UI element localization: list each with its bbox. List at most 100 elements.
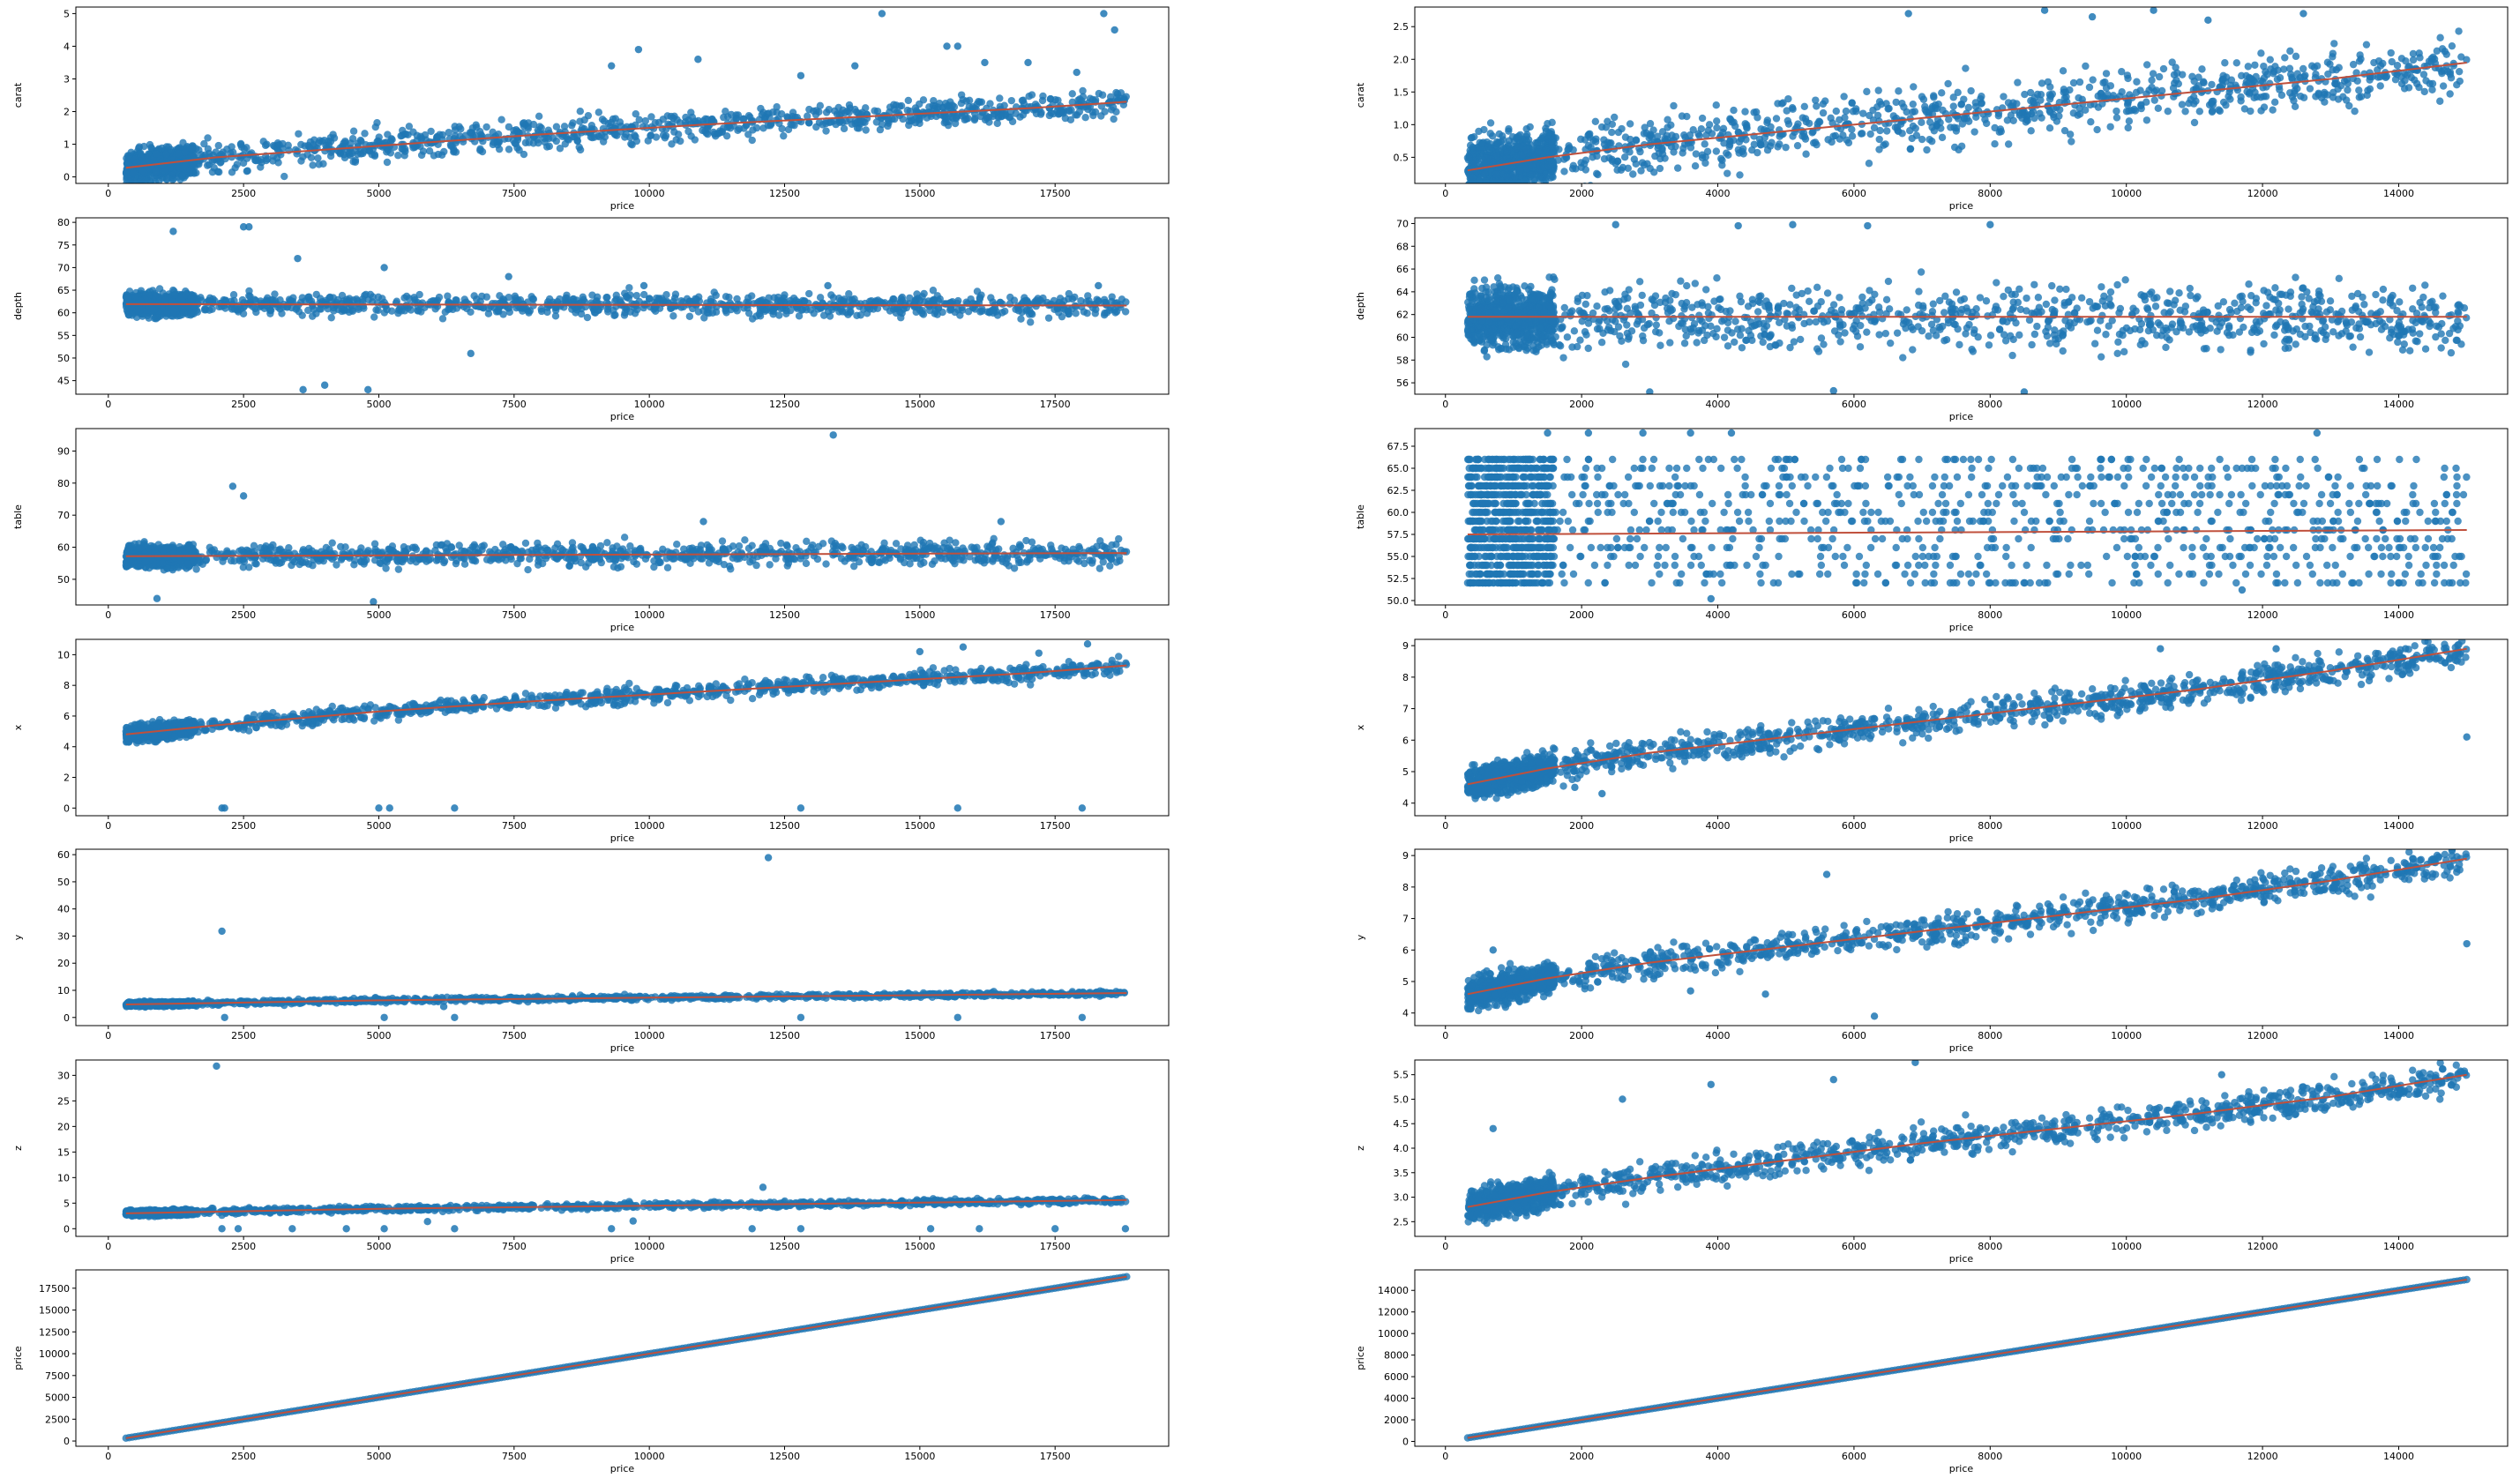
data-point <box>651 307 660 316</box>
data-point <box>1017 315 1025 323</box>
fit-line <box>125 101 1127 169</box>
data-point <box>2312 71 2320 78</box>
data-point <box>2403 71 2412 79</box>
data-point <box>576 108 584 116</box>
data-point <box>644 137 652 145</box>
data-point <box>138 175 146 183</box>
data-point <box>2069 78 2078 87</box>
data-point <box>1761 133 1768 142</box>
data-point <box>2391 76 2400 84</box>
data-point <box>2362 41 2371 49</box>
data-point <box>2093 125 2101 134</box>
data-point <box>1469 187 1477 194</box>
data-point <box>544 126 552 134</box>
data-point <box>204 134 212 142</box>
data-point <box>826 312 834 320</box>
data-point <box>2215 106 2223 114</box>
data-point <box>2270 98 2279 107</box>
data-point <box>925 103 933 111</box>
data-point <box>399 126 407 135</box>
data-point <box>782 310 790 317</box>
data-point <box>1530 190 1537 198</box>
data-point <box>2225 93 2232 101</box>
data-point <box>563 291 571 299</box>
data-point <box>1111 309 1119 317</box>
data-point <box>1763 146 1772 154</box>
data-point <box>2411 76 2419 84</box>
data-point <box>227 297 236 305</box>
data-point <box>1591 138 1600 146</box>
data-point <box>178 172 186 180</box>
data-point <box>1038 96 1047 105</box>
data-point <box>632 121 639 130</box>
data-point <box>575 143 583 152</box>
data-point <box>590 133 599 141</box>
data-point <box>2024 111 2032 119</box>
data-point <box>2046 108 2054 116</box>
data-point <box>1720 139 1728 147</box>
data-point <box>340 139 348 147</box>
outlier-point <box>1110 26 1118 34</box>
data-point <box>951 119 960 128</box>
scatter-points <box>1463 7 2471 202</box>
data-point <box>215 168 223 176</box>
data-point <box>262 156 270 165</box>
data-point <box>1020 100 1028 108</box>
data-point <box>958 306 967 314</box>
data-point <box>200 139 208 148</box>
data-point <box>909 116 918 123</box>
data-point <box>1525 191 1532 198</box>
data-point <box>520 150 528 159</box>
x-tick-label: 5000 <box>366 188 391 199</box>
data-point <box>1031 298 1039 306</box>
data-point <box>2112 107 2120 116</box>
data-point <box>321 302 330 310</box>
data-point <box>513 144 521 152</box>
data-point <box>1480 193 1487 200</box>
data-point <box>1876 126 1884 135</box>
data-point <box>1077 296 1085 305</box>
data-point <box>1608 128 1616 137</box>
data-point <box>1793 141 1802 150</box>
data-point <box>1801 115 1810 123</box>
data-point <box>1054 96 1062 104</box>
data-point <box>1586 130 1594 138</box>
data-point <box>1486 168 1495 176</box>
data-point <box>2433 47 2441 55</box>
data-point <box>316 305 324 313</box>
data-point <box>684 127 692 136</box>
data-point <box>603 293 611 302</box>
scatter-points <box>122 10 1130 183</box>
data-point <box>2285 64 2294 72</box>
data-point <box>347 139 355 147</box>
data-point <box>309 161 317 169</box>
data-point <box>1514 190 1522 197</box>
data-point <box>1701 140 1709 148</box>
y-tick-label: 0.5 <box>1394 152 1410 163</box>
data-point <box>571 132 579 141</box>
data-point <box>2393 61 2402 70</box>
data-point <box>129 169 138 177</box>
data-point <box>1767 123 1775 131</box>
data-point <box>1828 138 1836 146</box>
data-point <box>1811 138 1820 146</box>
data-point <box>195 146 203 154</box>
data-point <box>1480 195 1487 202</box>
axes-frame <box>1414 6 2509 184</box>
data-point <box>822 127 830 135</box>
data-point <box>1594 170 1602 179</box>
data-point <box>2288 73 2296 82</box>
y-tick-label: 2 <box>64 107 70 118</box>
x-tick-label: 2500 <box>231 188 256 199</box>
data-point <box>1528 185 1535 192</box>
data-point <box>670 128 678 136</box>
data-point <box>1832 107 1840 116</box>
data-point <box>670 112 678 121</box>
data-point <box>409 144 417 152</box>
data-point <box>162 175 171 183</box>
data-point <box>1938 89 1946 97</box>
outlier-point <box>796 71 805 79</box>
data-point <box>1991 123 1999 132</box>
x-tick-label: 14000 <box>2383 188 2414 199</box>
data-point <box>699 126 707 135</box>
